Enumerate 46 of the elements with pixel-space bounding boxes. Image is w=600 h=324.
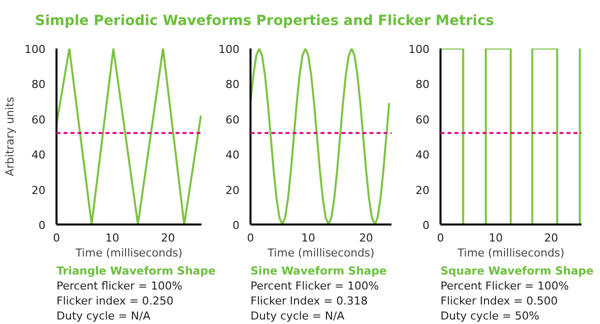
text: Flicker Index = 0.318 — [250, 294, 368, 308]
y-tick-label: 60 — [32, 113, 46, 126]
x-tick-label: 10 — [488, 232, 503, 244]
y-tick-label: 60 — [226, 113, 240, 126]
y-tick-label: 100 — [24, 43, 46, 56]
text: Duty cycle = N/A — [250, 310, 345, 322]
x-tick-label: 20 — [359, 232, 374, 244]
y-tick-label: 0 — [422, 219, 430, 232]
y-tick-label: 0 — [232, 219, 240, 232]
x-tick-label: 10 — [301, 232, 316, 244]
x-axis-title: Time (milliseconds) — [266, 246, 374, 260]
text: Duty cycle = N/A — [56, 310, 151, 322]
y-tick-label: 80 — [226, 78, 240, 92]
text: Triangle Waveform Shape — [56, 264, 216, 278]
x-axis-title: Time (milliseconds) — [74, 246, 182, 260]
text: Flicker index = 0.250 — [56, 294, 174, 308]
x-tick-label: 20 — [544, 232, 558, 244]
text: Duty cycle = 50% — [440, 310, 540, 322]
line-series — [56, 48, 202, 224]
text: Percent flicker = 100% — [56, 280, 182, 292]
y-tick-label: 40 — [32, 148, 46, 162]
x-tick-label: 0 — [437, 232, 444, 244]
y-axis-title: Arbitrary units — [4, 96, 17, 176]
text: Sine Waveform Shape — [250, 264, 387, 278]
y-tick-label: 20 — [416, 184, 430, 197]
y-tick-label: 60 — [416, 113, 430, 126]
y-tick-label: 20 — [226, 184, 240, 197]
x-tick-label: 0 — [247, 232, 254, 244]
text: Percent Flicker = 100% — [440, 280, 569, 292]
line-series — [250, 48, 390, 224]
text: Simple Periodic Waveforms Properties and Flicker Metrics — [35, 12, 494, 31]
y-tick-label: 100 — [408, 43, 430, 56]
y-tick-label: 80 — [416, 78, 430, 92]
y-tick-label: 0 — [38, 219, 46, 232]
y-tick-label: 40 — [416, 148, 430, 162]
text: Square Waveform Shape — [440, 264, 594, 278]
x-tick-label: 0 — [53, 232, 60, 244]
y-tick-label: 100 — [218, 43, 240, 56]
x-tick-label: 10 — [105, 232, 120, 244]
x-tick-label: 20 — [161, 232, 176, 244]
text: Flicker Index = 0.500 — [440, 294, 558, 308]
y-tick-label: 80 — [32, 78, 46, 92]
text: Percent Flicker = 100% — [250, 280, 379, 292]
y-tick-label: 20 — [32, 184, 46, 197]
y-tick-label: 40 — [226, 148, 240, 162]
x-axis-title: Time (milliseconds) — [456, 246, 564, 260]
